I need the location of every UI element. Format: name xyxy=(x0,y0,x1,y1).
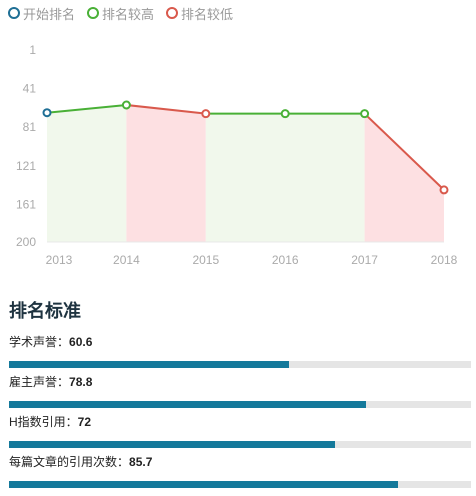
legend-label: 开始排名 xyxy=(23,6,76,22)
x-tick-label: 2015 xyxy=(192,253,219,267)
legend-item-lower[interactable]: 排名较低 xyxy=(166,4,233,23)
legend-label: 排名较低 xyxy=(181,6,234,22)
progress-track xyxy=(9,481,471,488)
metric-name: 雇主声誉： xyxy=(9,375,70,389)
data-point xyxy=(439,185,449,195)
x-tick-label: 2018 xyxy=(431,253,458,267)
chart-legend: 开始排名 排名较高 排名较低 xyxy=(8,4,245,22)
data-point xyxy=(42,108,52,118)
metric-name: 学术声誉： xyxy=(9,335,70,349)
metric-citations-per-paper: 每篇文章的引用次数：85.7 xyxy=(9,453,471,488)
metric-label: 每篇文章的引用次数：85.7 xyxy=(9,453,471,471)
x-tick-label: 2014 xyxy=(113,253,140,267)
metric-value: 85.7 xyxy=(129,455,153,469)
metric-value: 72 xyxy=(77,415,92,429)
chart-band xyxy=(126,104,206,243)
legend-item-higher[interactable]: 排名较高 xyxy=(87,4,154,23)
y-tick-label: 121 xyxy=(16,159,36,173)
chart-band xyxy=(205,113,365,242)
metric-name: 每篇文章的引用次数： xyxy=(9,455,130,469)
y-tick-label: 161 xyxy=(16,197,36,211)
metric-label: 雇主声誉：78.8 xyxy=(9,373,471,391)
metric-academic-reputation: 学术声誉：60.6 xyxy=(9,333,471,368)
progress-track xyxy=(9,401,471,408)
x-tick-label: 2017 xyxy=(351,253,378,267)
metric-value: 78.8 xyxy=(69,375,93,389)
series-segment xyxy=(363,112,445,191)
metric-name: H指数引用： xyxy=(9,415,78,429)
data-point xyxy=(280,109,290,119)
series-segment xyxy=(46,103,127,114)
progress-fill xyxy=(9,401,367,408)
metric-employer-reputation: 雇主声誉：78.8 xyxy=(9,373,471,408)
x-tick-label: 2013 xyxy=(46,253,73,267)
circle-icon xyxy=(8,7,20,19)
metric-label: 学术声誉：60.6 xyxy=(9,333,471,351)
data-point xyxy=(360,109,370,119)
metric-value: 60.6 xyxy=(69,335,93,349)
progress-fill xyxy=(9,441,335,448)
y-tick-label: 81 xyxy=(23,120,37,134)
y-tick-label: 41 xyxy=(23,82,37,96)
chart-band xyxy=(364,113,444,242)
circle-icon xyxy=(166,7,179,19)
legend-label: 排名较高 xyxy=(102,6,155,22)
ranking-standard-title: 排名标准 xyxy=(9,301,81,321)
circle-icon xyxy=(87,7,100,19)
progress-fill xyxy=(9,481,398,488)
progress-track xyxy=(9,361,471,368)
progress-fill xyxy=(9,361,289,368)
legend-item-start[interactable]: 开始排名 xyxy=(8,4,75,23)
series-segment xyxy=(126,104,206,115)
data-point xyxy=(201,109,211,119)
metric-h-index: H指数引用：72 xyxy=(9,413,471,448)
y-tick-label: 200 xyxy=(16,235,36,249)
chart-band xyxy=(47,104,127,243)
x-tick-label: 2016 xyxy=(272,253,299,267)
data-point xyxy=(121,100,131,110)
metric-label: H指数引用：72 xyxy=(9,413,471,431)
y-tick-label: 1 xyxy=(29,43,36,57)
ranking-line-chart: 1 41 81 121 161 200 2013 2014 2015 2016 2017 2018 xyxy=(16,43,458,267)
progress-track xyxy=(9,441,471,448)
